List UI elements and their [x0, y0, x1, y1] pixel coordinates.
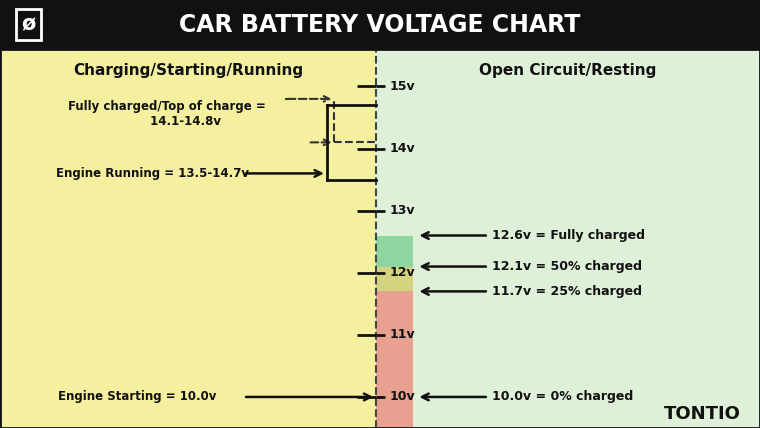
Text: Engine Starting = 10.0v: Engine Starting = 10.0v	[58, 390, 216, 404]
Text: Open Circuit/Resting: Open Circuit/Resting	[480, 63, 657, 78]
Text: TONTIO: TONTIO	[664, 405, 741, 423]
Text: 12.1v = 50% charged: 12.1v = 50% charged	[492, 260, 642, 273]
Bar	[376, 291, 413, 428]
Text: 11.7v = 25% charged: 11.7v = 25% charged	[492, 285, 642, 298]
Text: CAR BATTERY VOLTAGE CHART: CAR BATTERY VOLTAGE CHART	[179, 12, 581, 37]
Text: Engine Running = 13.5-14.7v: Engine Running = 13.5-14.7v	[55, 167, 249, 180]
Text: Fully charged/Top of charge =
         14.1-14.8v: Fully charged/Top of charge = 14.1-14.8v	[68, 101, 266, 128]
Text: Charging/Starting/Running: Charging/Starting/Running	[73, 63, 303, 78]
Text: 10.0v = 0% charged: 10.0v = 0% charged	[492, 390, 634, 404]
Text: 13v: 13v	[389, 204, 415, 217]
Text: ø: ø	[22, 15, 36, 35]
Bar	[0, 49, 376, 428]
Bar	[376, 49, 760, 428]
Text: 11v: 11v	[389, 328, 415, 342]
Text: 14v: 14v	[389, 142, 415, 155]
Bar	[376, 267, 413, 291]
Text: 12.6v = Fully charged: 12.6v = Fully charged	[492, 229, 645, 242]
Text: 12v: 12v	[389, 266, 415, 279]
Text: 15v: 15v	[389, 80, 415, 93]
Text: 10v: 10v	[389, 390, 415, 404]
Bar	[376, 235, 413, 267]
